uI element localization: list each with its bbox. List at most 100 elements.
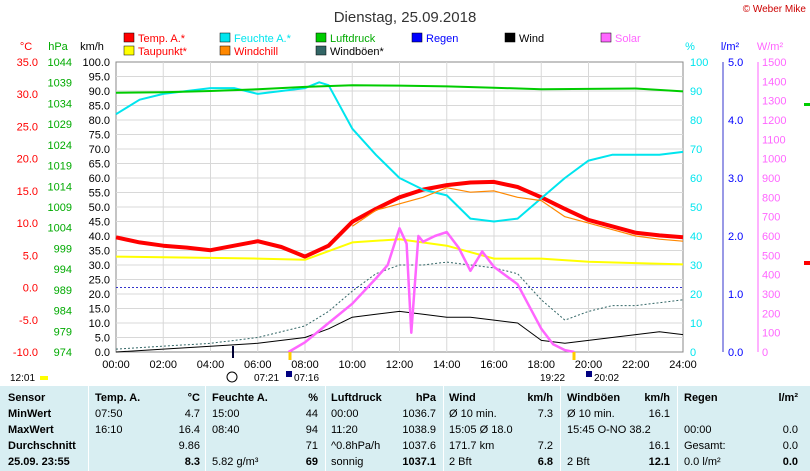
summary-cell-label: 15:45 O-NO 38.2 — [567, 424, 651, 436]
summary-cell-value: 69 — [305, 456, 318, 468]
axis-tick-solar: 600 — [762, 231, 780, 243]
axis-tick-temp: 20.0 — [17, 154, 38, 166]
time-left-label: 12:01 — [10, 373, 35, 384]
axes: 35.0 30.0 25.0 20.0 15.0 10.0 5.0 0.0 -5.0 -10.0 1… — [13, 57, 787, 371]
legend: Temp. A.* Feuchte A.* Luftdruck Regen Wind So… — [123, 32, 641, 58]
sunset-end-label: 20:02 — [594, 373, 619, 384]
axis-tick-temp: -5.0 — [19, 315, 38, 327]
axis-tick-humidity: 20 — [690, 289, 702, 301]
series-feuchte-a — [115, 81, 684, 223]
sunrise-icon — [286, 371, 292, 377]
summary-cell-value: 44 — [305, 408, 318, 420]
summary-cell-label: 16:10 — [95, 424, 123, 436]
axis-unit-pressure: hPa — [48, 41, 68, 53]
summary-cell-label: 11:20 — [331, 424, 358, 436]
summary-cell-value: 7.3 — [537, 408, 553, 420]
axis-unit-wind: km/h — [80, 41, 104, 53]
axis-tick-pressure: 1039 — [48, 78, 72, 90]
axis-tick-pressure: 1009 — [48, 202, 72, 214]
legend-swatch — [315, 45, 327, 56]
axis-tick-temp: 15.0 — [17, 186, 38, 198]
axis-tick-wind: 50.0 — [89, 202, 110, 214]
panel-divider — [205, 386, 206, 471]
summary-cell-value: 16.1 — [648, 440, 670, 452]
axis-tick-wind: 95.0 — [89, 72, 110, 84]
axis-tick-solar: 1000 — [762, 154, 786, 166]
summary-row-label: 25.09. 23:55 — [8, 456, 70, 468]
panel-divider — [325, 386, 326, 471]
x-tick-label: 02:00 — [149, 359, 177, 371]
axis-tick-solar: 800 — [762, 192, 780, 204]
legend-label: Taupunkt* — [138, 46, 188, 58]
summary-cell-value: 71 — [305, 440, 318, 452]
summary-cell-value: 0.0 — [782, 456, 798, 468]
axis-tick-pressure: 1019 — [48, 161, 72, 173]
axis-tick-humidity: 30 — [690, 260, 702, 272]
series-solar — [287, 227, 575, 354]
summary-cell-label: 2 Bft — [567, 456, 590, 468]
summary-cell-value: 0.0 — [782, 424, 798, 436]
header-gusts: Windböen — [567, 392, 621, 404]
summary-cell-value: 0.0 — [782, 440, 798, 452]
axis-tick-pressure: 999 — [54, 243, 72, 255]
header-sensor: Sensor — [8, 392, 46, 404]
summary-cell-value: 9.86 — [178, 440, 200, 452]
x-tick-label: 22:00 — [622, 359, 650, 371]
header-humidity: Feuchte A. — [212, 392, 268, 404]
summary-cell-label: 171.7 km — [449, 440, 495, 452]
x-tick-label: 14:00 — [433, 359, 461, 371]
axis-tick-solar: 200 — [762, 308, 780, 320]
x-tick-label: 18:00 — [527, 359, 555, 371]
axis-tick-wind: 40.0 — [89, 231, 110, 243]
legend-label: Temp. A.* — [138, 33, 186, 45]
axis-tick-wind: 65.0 — [89, 159, 110, 171]
header-pressure-unit: hPa — [415, 392, 436, 404]
legend-swatch — [411, 32, 423, 43]
axis-tick-wind: 35.0 — [89, 246, 110, 258]
axis-tick-rain: 3.0 — [728, 173, 743, 185]
axis-tick-solar: 1300 — [762, 96, 786, 108]
summary-cell-label: 00:00 — [331, 408, 359, 420]
summary-cell-label: Ø 10 min. — [567, 408, 615, 420]
series-wind — [115, 310, 684, 353]
summary-cell-value: 16.1 — [648, 408, 670, 420]
header-rain-unit: l/m² — [778, 392, 798, 404]
axis-tick-wind: 10.0 — [89, 318, 110, 330]
summary-row-label: MaxWert — [8, 424, 54, 436]
clock-icon — [226, 371, 238, 383]
axis-tick-temp: 25.0 — [17, 121, 38, 133]
axis-tick-wind: 5.0 — [95, 333, 110, 345]
axis-tick-rain: 5.0 — [728, 57, 743, 69]
axis-tick-temp: 35.0 — [17, 57, 38, 69]
axis-tick-pressure: 1004 — [48, 223, 72, 235]
legend-label: Feuchte A.* — [234, 33, 292, 45]
summary-cell-value: 16.4 — [178, 424, 200, 436]
axis-unit-labels: °C hPa km/h% l/m² W/m² — [20, 41, 784, 53]
summary-cell-value: 94 — [305, 424, 318, 436]
summary-cell-label: 15:05 Ø 18.0 — [449, 424, 513, 436]
summary-cell-value: 1037.6 — [402, 440, 436, 452]
axis-tick-pressure: 994 — [54, 264, 72, 276]
axis-tick-wind: 90.0 — [89, 86, 110, 98]
axis-unit-rain: l/m² — [721, 41, 740, 53]
axis-tick-solar: 400 — [762, 270, 780, 282]
legend-label: Solar — [615, 33, 641, 45]
sunrise-label: 07:21 — [254, 373, 279, 384]
axis-tick-wind: 30.0 — [89, 260, 110, 272]
legend-label: Wind — [519, 33, 544, 45]
summary-cell-value: 1036.7 — [402, 408, 436, 420]
series-lines — [115, 81, 810, 354]
axis-tick-pressure: 989 — [54, 285, 72, 297]
chart-title: Dienstag, 25.09.2018 — [334, 9, 477, 26]
legend-swatch — [504, 32, 516, 43]
header-gusts-unit: km/h — [644, 392, 670, 404]
axis-unit-solar: W/m² — [757, 41, 784, 53]
axis-tick-humidity: 90 — [690, 86, 702, 98]
summary-cell-label: 0.0 l/m² — [684, 456, 721, 468]
header-temp-unit: °C — [187, 392, 200, 404]
axis-tick-pressure: 1044 — [48, 57, 72, 69]
summary-cell-label: 5.82 g/m³ — [212, 456, 259, 468]
axis-tick-pressure: 979 — [54, 326, 72, 338]
sun-markers: 12:01 07:21 07:16 19:22 20:02 — [10, 346, 619, 384]
legend-label: Luftdruck — [330, 33, 376, 45]
